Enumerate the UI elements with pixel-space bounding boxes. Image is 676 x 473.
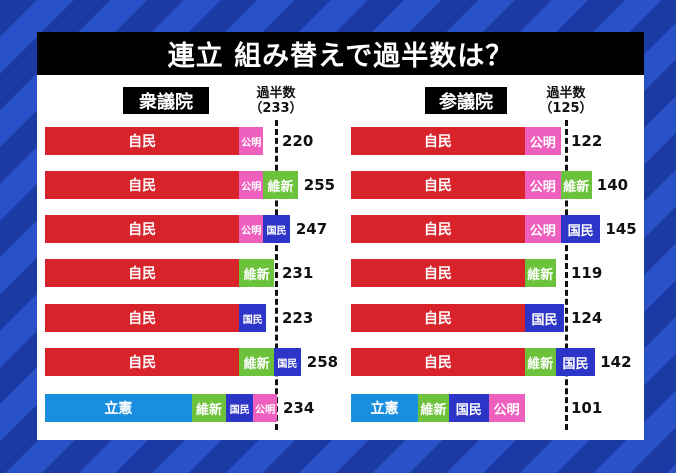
majority-value: （233）: [249, 101, 303, 116]
row-total: 220: [282, 132, 314, 150]
bar-segment-立憲: 立憲: [45, 394, 192, 422]
row-total: 234: [282, 399, 315, 417]
bar-segment-自民: 自民: [351, 304, 525, 332]
bar-segment-公明: 公明: [524, 171, 561, 199]
bar-segment-国民: 国民: [449, 394, 489, 422]
bar-segment-自民: 自民: [45, 127, 240, 155]
bar-segment-公明: 公明: [253, 394, 277, 422]
row-total: 255: [303, 176, 336, 194]
bar-segment-公明: 公明: [488, 394, 525, 422]
bar-segment-国民: 国民: [263, 215, 290, 243]
bar-segment-自民: 自民: [351, 215, 525, 243]
bar-segment-自民: 自民: [45, 304, 240, 332]
row-total: 142: [600, 353, 632, 371]
majority-label: 過半数 （233）: [246, 86, 306, 116]
majority-label-text: 過半数: [546, 86, 586, 101]
bar-segment-自民: 自民: [351, 348, 525, 376]
bar-segment-維新: 維新: [418, 394, 450, 422]
row-total: 140: [596, 176, 629, 194]
row-total: 223: [282, 309, 314, 327]
chamber-label: 衆議院: [123, 87, 209, 114]
bar-segment-維新: 維新: [191, 394, 227, 422]
bar-segment-国民: 国民: [226, 394, 254, 422]
bar-segment-国民: 国民: [560, 215, 601, 243]
bar-segment-公明: 公明: [524, 127, 561, 155]
chamber-label: 参議院: [425, 87, 507, 114]
bar-segment-自民: 自民: [351, 127, 525, 155]
row-total: 124: [571, 309, 603, 327]
bar-segment-公明: 公明: [524, 215, 561, 243]
majority-threshold-line: [565, 120, 568, 430]
majority-label-text: 過半数: [256, 86, 296, 101]
majority-value: （125）: [539, 101, 593, 116]
bar-segment-自民: 自民: [45, 171, 240, 199]
row-total: 247: [295, 220, 328, 238]
bar-segment-国民: 国民: [555, 348, 596, 376]
bar-segment-維新: 維新: [263, 171, 298, 199]
bar-segment-国民: 国民: [524, 304, 565, 332]
bar-segment-維新: 維新: [524, 348, 556, 376]
bar-segment-自民: 自民: [45, 348, 240, 376]
majority-label: 過半数 （125）: [536, 86, 596, 116]
bar-segment-維新: 維新: [560, 171, 592, 199]
row-total: 231: [282, 264, 314, 282]
bar-segment-自民: 自民: [45, 259, 240, 287]
bar-segment-自民: 自民: [351, 259, 525, 287]
bar-segment-国民: 国民: [239, 304, 267, 332]
bar-segment-維新: 維新: [239, 259, 274, 287]
bar-segment-公明: 公明: [239, 127, 264, 155]
bar-segment-維新: 維新: [239, 348, 274, 376]
row-total: 258: [306, 353, 339, 371]
bar-segment-国民: 国民: [274, 348, 301, 376]
row-total: 122: [571, 132, 603, 150]
bar-segment-自民: 自民: [45, 215, 240, 243]
bar-segment-自民: 自民: [351, 171, 525, 199]
row-total: 145: [605, 220, 637, 238]
bar-segment-立憲: 立憲: [351, 394, 419, 422]
bar-segment-公明: 公明: [239, 171, 264, 199]
bar-segment-公明: 公明: [239, 215, 264, 243]
row-total: 119: [571, 264, 603, 282]
chart-title: 連立 組み替えで過半数は？: [37, 32, 644, 75]
majority-threshold-line: [275, 120, 278, 430]
row-total: 101: [571, 399, 603, 417]
chart-title-text: 連立 組み替えで過半数は？: [167, 41, 514, 72]
bar-segment-維新: 維新: [524, 259, 556, 287]
